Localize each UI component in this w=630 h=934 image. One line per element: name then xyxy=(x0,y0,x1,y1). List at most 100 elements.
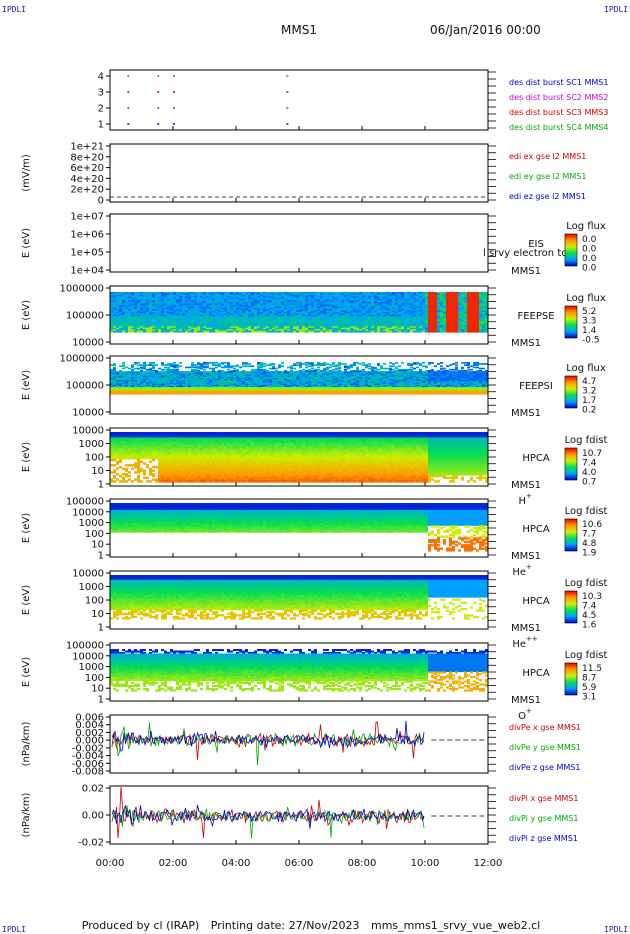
spectrogram-cell xyxy=(158,306,161,309)
spectrogram-cell xyxy=(308,293,311,296)
spectrogram-cell xyxy=(218,303,221,306)
spectrogram-cell xyxy=(122,296,125,299)
spectrogram-cell xyxy=(461,294,464,297)
spectrogram-cell xyxy=(197,365,200,368)
spectrogram-cell xyxy=(260,327,263,330)
spectrogram-cell xyxy=(131,364,134,366)
spectrogram-cell xyxy=(185,300,188,303)
spectrogram-cell xyxy=(383,323,386,326)
spectrogram-cell xyxy=(272,326,275,329)
spectrogram-cell xyxy=(275,379,278,381)
spectrogram-cell xyxy=(470,304,473,307)
spectrogram-cell xyxy=(227,379,230,381)
spectrogram-cell xyxy=(272,297,275,300)
spectrogram-cell xyxy=(410,320,413,323)
spectrogram-cell xyxy=(110,329,113,332)
spectrogram-cell xyxy=(224,382,227,385)
spectrogram-cell xyxy=(197,376,200,379)
spectrogram-cell xyxy=(251,323,254,326)
spectrogram-cell xyxy=(131,330,134,333)
spectrogram-cell xyxy=(119,391,122,394)
y-tick-label: 2 xyxy=(98,104,104,115)
spectrogram-cell xyxy=(359,310,362,313)
spectrogram-cell xyxy=(188,317,191,320)
spectrogram-cell xyxy=(257,391,260,394)
spectrogram-cell xyxy=(401,309,404,312)
spectrogram-cell xyxy=(470,326,473,329)
spectrogram-cell xyxy=(227,373,230,376)
spectrogram-cell xyxy=(242,374,245,377)
spectrogram-cell xyxy=(200,381,203,384)
spectrogram-cell xyxy=(170,368,173,371)
spectrogram-cell xyxy=(185,316,188,319)
spectrogram-cell xyxy=(140,306,143,309)
spectrogram-cell xyxy=(239,323,242,326)
spectrogram-cell xyxy=(464,294,467,297)
spectrogram-cell xyxy=(212,368,215,371)
spectrogram-cell xyxy=(242,294,245,297)
spectrogram-cell xyxy=(410,299,413,302)
spectrogram-cell xyxy=(263,319,266,322)
spectrogram-cell xyxy=(311,309,314,312)
spectrogram-cell xyxy=(173,313,176,316)
spectrogram-cell xyxy=(242,323,245,326)
spectrogram-cell xyxy=(248,329,251,332)
spectrogram-cell xyxy=(221,306,224,309)
spectrogram-cell xyxy=(197,389,200,392)
spectrogram-cell xyxy=(179,323,182,326)
spectrogram-cell xyxy=(455,314,458,317)
spectrogram-cell xyxy=(242,390,245,393)
spectrogram-cell xyxy=(176,375,179,378)
spectrogram-cell xyxy=(233,390,236,393)
spectrogram-cell xyxy=(329,306,332,309)
spectrogram-cell xyxy=(275,367,278,370)
spectrogram-cell xyxy=(209,307,212,310)
spectrogram-cell xyxy=(395,324,398,327)
spectrogram-cell xyxy=(173,302,176,304)
spectrogram-cell xyxy=(284,300,287,303)
legend-entry: des dist burst SC3 MMS3 xyxy=(509,108,608,117)
spectrogram-cell xyxy=(446,300,449,303)
spectrogram-cell xyxy=(164,297,167,300)
spectrogram-cell xyxy=(203,292,206,294)
spectrogram-cell xyxy=(224,381,227,384)
spectrogram-cell xyxy=(164,383,167,386)
spectrogram-cell xyxy=(317,297,320,300)
spectrogram-cell xyxy=(434,297,437,300)
spectrogram-cell xyxy=(395,292,398,294)
spectrogram-cell xyxy=(464,303,467,306)
spectrogram-cell xyxy=(467,297,470,300)
spectrogram-cell xyxy=(230,307,233,310)
spectrogram-cell xyxy=(449,317,452,320)
spectrogram-cell xyxy=(485,327,488,330)
spectrogram-cell xyxy=(281,324,284,327)
spectrogram-cell xyxy=(386,292,389,294)
spectrogram-cell xyxy=(185,294,188,297)
spectrogram-cell xyxy=(470,317,473,320)
spectrogram-cell xyxy=(239,297,242,300)
spectrogram-cell xyxy=(482,327,485,330)
spectrogram-cell xyxy=(122,307,125,310)
spectrogram-cell xyxy=(437,316,440,319)
spectrogram-cell xyxy=(323,319,326,322)
spectrogram-cell xyxy=(230,300,233,303)
spectrogram-cell xyxy=(173,326,176,329)
spectrogram-cell xyxy=(158,323,161,326)
spectrogram-cell xyxy=(212,388,215,390)
spectrogram-cell xyxy=(224,294,227,297)
spectrogram-cell xyxy=(296,314,299,317)
spectrogram-cell xyxy=(239,326,242,329)
legend-entry: edi ey gse l2 MMS1 xyxy=(509,172,587,181)
spectrogram-cell xyxy=(482,330,485,333)
spectrogram-cell xyxy=(371,326,374,329)
spectrogram-cell xyxy=(209,304,212,307)
spectrogram-cell xyxy=(329,292,332,294)
spectrogram-cell xyxy=(365,329,368,332)
spectrogram-cell xyxy=(479,306,482,309)
spectrogram-cell xyxy=(251,327,254,330)
spectrogram-cell xyxy=(122,391,125,394)
spectrogram-cell xyxy=(149,390,152,393)
spectrogram-cell xyxy=(227,310,230,313)
spectrogram-cell xyxy=(236,312,239,314)
spectrogram-cell xyxy=(320,293,323,296)
